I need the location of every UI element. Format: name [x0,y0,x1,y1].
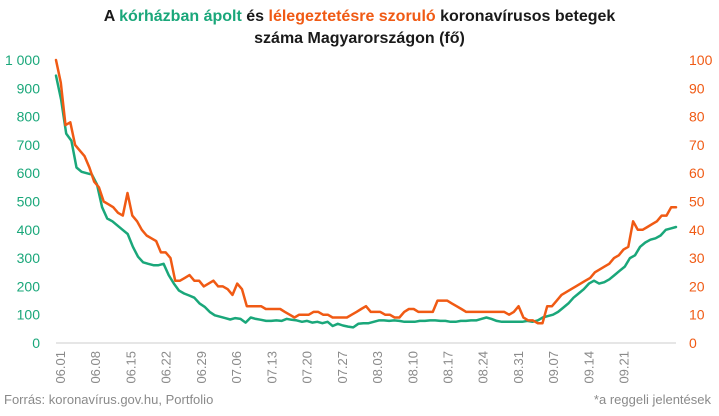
right-tick-label: 0 [689,335,697,351]
left-tick-label: 700 [17,137,41,153]
x-tick-label: 06.22 [159,351,174,384]
footnote: *a reggeli jelentések [593,392,711,407]
left-tick-label: 200 [17,278,41,294]
x-tick-label: 06.29 [194,351,209,384]
right-tick-label: 100 [689,52,713,68]
series-line-hospital [54,74,678,329]
left-tick-label: 300 [17,250,41,266]
right-tick-label: 90 [689,80,705,96]
right-tick-label: 20 [689,278,705,294]
x-tick-label: 08.31 [511,351,526,384]
title-ventilator: lélegeztetésre szoruló [268,8,436,25]
left-tick-label: 1 000 [5,52,40,68]
left-tick-label: 800 [17,109,41,125]
title-part-3: koronavírusos betegek [440,8,616,25]
x-tick-label: 09.07 [546,351,561,384]
right-tick-label: 50 [689,194,705,210]
x-tick-label: 09.14 [581,351,596,384]
series-lines [54,58,678,329]
title-line-1: A kórházban ápolt és lélegeztetésre szor… [0,6,719,28]
x-tick-label: 08.10 [405,351,420,384]
left-tick-label: 900 [17,80,41,96]
left-axis-ticks: 0 100 200 300 400 500 600 700 800 900 1 000 [5,52,40,351]
x-tick-label: 08.03 [370,351,385,384]
source-note: Forrás: koronavírus.gov.hu, Portfolio [4,392,214,407]
x-tick-label: 07.13 [264,351,279,384]
right-tick-label: 70 [689,137,705,153]
left-tick-label: 500 [17,194,41,210]
right-tick-label: 60 [689,165,705,181]
x-tick-label: 09.21 [617,351,632,384]
left-tick-label: 100 [17,307,41,323]
right-tick-label: 30 [689,250,705,266]
x-tick-label: 07.27 [335,351,350,384]
x-tick-label: 06.15 [123,351,138,384]
left-tick-label: 400 [17,222,41,238]
title-hospital: kórházban ápolt [119,8,242,25]
x-tick-label: 08.24 [476,351,491,384]
x-tick-label: 08.17 [441,351,456,384]
right-tick-label: 80 [689,109,705,125]
right-axis-ticks: 0 10 20 30 40 50 60 70 80 90 100 [689,52,713,351]
right-tick-label: 10 [689,307,705,323]
left-tick-label: 0 [32,335,40,351]
x-tick-label: 06.01 [53,351,68,384]
chart-title: A kórházban ápolt és lélegeztetésre szor… [0,6,719,50]
x-tick-label: 06.08 [88,351,103,384]
x-tick-label: 07.20 [300,351,315,384]
title-line-2: száma Magyarországon (fő) [254,30,465,47]
x-axis-ticks: 06.01 06.08 06.15 06.22 06.29 07.06 07.13 07.20… [53,351,632,384]
x-tick-label: 07.06 [229,351,244,384]
right-tick-label: 40 [689,222,705,238]
title-part-1: A [103,8,115,25]
left-tick-label: 600 [17,165,41,181]
series-line-ventilator [54,58,678,325]
title-part-2: és [246,8,265,25]
